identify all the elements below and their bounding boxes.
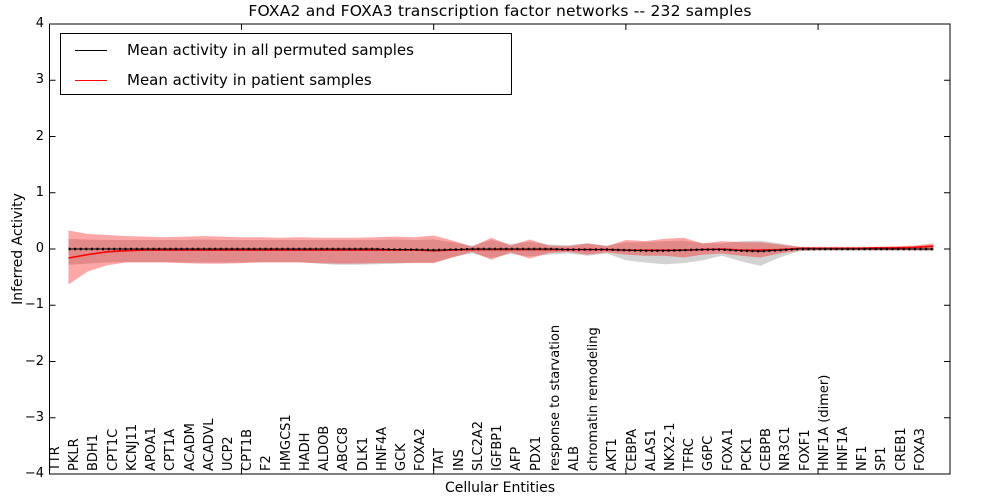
y-tick-label: 0: [35, 241, 44, 256]
x-tick-label: response to starvation: [547, 324, 563, 471]
x-tick-label: BDH1: [86, 434, 102, 471]
x-tick-label: UCP2: [220, 436, 236, 471]
chart-title: FOXA2 and FOXA3 transcription factor net…: [248, 2, 752, 20]
x-tick-label: CPT1C: [105, 428, 121, 471]
x-tick-label: APOA1: [144, 427, 160, 471]
x-tick-label: ALB: [566, 445, 582, 471]
x-tick-label: TFRC: [682, 438, 698, 471]
x-tick-label: NR3C1: [778, 426, 794, 471]
y-tick-label: 4: [35, 16, 44, 31]
legend-box: Mean activity in all permuted samples Me…: [60, 33, 512, 95]
x-tick-label: HADH: [297, 432, 313, 471]
x-tick-label: HNF4A: [374, 426, 390, 471]
x-tick-label: KCNJ11: [124, 424, 140, 471]
x-tick-label: AFP: [509, 446, 525, 471]
x-tick-label: ACADVL: [201, 418, 217, 471]
x-tick-label: ACADM: [182, 423, 198, 471]
x-tick-label: DLK1: [355, 436, 371, 471]
x-axis-label: Cellular Entities: [444, 480, 556, 496]
x-tick-label: FOXA3: [912, 428, 928, 471]
x-tick-label: PKLR: [67, 438, 83, 471]
x-tick-label: TTR: [48, 446, 63, 471]
x-tick-label: TAT: [432, 448, 448, 471]
y-tick-label: 3: [35, 72, 44, 88]
y-tick-label: −1: [24, 297, 44, 313]
patient-samples-range-band: [68, 230, 934, 285]
permuted-mean-markers: [68, 247, 934, 253]
x-tick-label: chromatin remodeling: [586, 327, 602, 471]
y-tick-label: −4: [24, 466, 44, 481]
x-tick-label: PCK1: [739, 437, 755, 471]
y-tick-label: −2: [24, 353, 44, 369]
x-tick-label: SP1: [874, 446, 890, 471]
x-tick-label: NKX2-1: [663, 422, 679, 471]
x-tick-label: IGFBP1: [490, 424, 506, 471]
x-tick-label: FOXA1: [720, 428, 736, 471]
legend-label: Mean activity in patient samples: [127, 71, 372, 89]
x-tick-label: CPT1A: [163, 428, 179, 471]
red-line-swatch: [75, 79, 107, 81]
permuted-samples-range-band: [68, 238, 934, 266]
x-tick-label: CEBPA: [624, 428, 640, 471]
x-tick-label: ALAS1: [643, 429, 659, 471]
x-tick-label: CEBPB: [759, 428, 775, 471]
x-tick-label: INS: [451, 449, 467, 471]
x-tick-label: NF1: [855, 445, 871, 471]
x-tick-label: FOXA2: [413, 428, 429, 471]
y-tick-label: 1: [35, 184, 44, 200]
x-tick-label: HMGCS1: [278, 414, 294, 471]
legend-item-permuted: Mean activity in all permuted samples: [61, 36, 511, 64]
x-tick-label: HNF1A (dimer): [816, 374, 832, 471]
black-line-swatch: [75, 49, 107, 51]
x-tick-label: PDX1: [528, 435, 544, 471]
x-tick-label: SLC2A2: [470, 420, 486, 471]
legend-item-patient: Mean activity in patient samples: [61, 66, 511, 94]
x-tick-label: G6PC: [701, 435, 717, 471]
x-tick-label: GCK: [393, 443, 409, 471]
y-tick-label: 2: [35, 128, 44, 144]
x-tick-label: ABCC8: [336, 426, 352, 471]
x-tick-label: ALDOB: [317, 425, 333, 471]
x-tick-label: CREB1: [893, 427, 909, 471]
legend-label: Mean activity in all permuted samples: [127, 41, 414, 59]
x-tick-label: AKT1: [605, 438, 621, 471]
x-tick-label: HNF1A: [836, 426, 852, 471]
x-tick-label: FOXF1: [797, 429, 813, 471]
y-tick-label: −3: [24, 409, 44, 425]
x-tick-label: F2: [259, 455, 275, 471]
x-tick-label: CPT1B: [240, 428, 256, 471]
